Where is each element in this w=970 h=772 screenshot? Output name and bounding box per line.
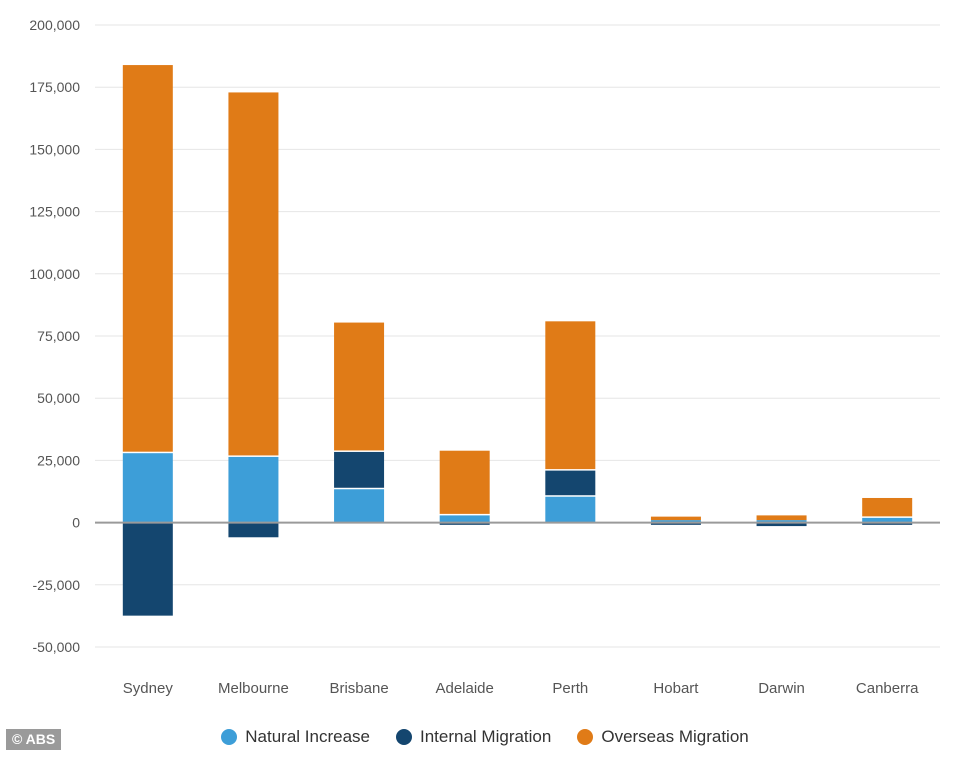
bar-natural-increase-perth[interactable] xyxy=(545,496,596,523)
bar-internal-migration-melbourne[interactable] xyxy=(228,522,279,538)
legend-item-overseas-migration[interactable]: Overseas Migration xyxy=(577,727,749,747)
y-tick-label: 200,000 xyxy=(29,17,80,33)
source-credit: © ABS xyxy=(6,729,62,750)
y-tick-label: 50,000 xyxy=(37,390,80,406)
bar-natural-increase-canberra[interactable] xyxy=(862,517,913,523)
bar-internal-migration-perth[interactable] xyxy=(545,470,596,496)
y-tick-label: 0 xyxy=(72,515,80,531)
bar-natural-increase-adelaide[interactable] xyxy=(439,515,490,523)
bar-internal-migration-canberra[interactable] xyxy=(862,522,913,525)
legend-swatch-natural-increase xyxy=(221,729,238,745)
bar-internal-migration-adelaide[interactable] xyxy=(439,522,490,525)
bar-overseas-migration-melbourne[interactable] xyxy=(228,92,279,456)
y-tick-label: 175,000 xyxy=(29,79,80,95)
bar-overseas-migration-brisbane[interactable] xyxy=(334,322,385,451)
bar-overseas-migration-darwin[interactable] xyxy=(756,515,807,521)
chart-legend: Natural Increase Internal Migration Over… xyxy=(0,727,970,747)
legend-swatch-internal-migration xyxy=(396,729,412,745)
legend-item-internal-migration[interactable]: Internal Migration xyxy=(396,727,551,747)
legend-swatch-overseas-migration xyxy=(577,729,594,745)
y-tick-label: 125,000 xyxy=(29,204,80,220)
x-tick-label: Canberra xyxy=(856,680,919,697)
x-tick-label: Sydney xyxy=(123,680,174,697)
bar-overseas-migration-perth[interactable] xyxy=(545,321,596,470)
x-tick-label: Brisbane xyxy=(329,680,388,697)
bar-natural-increase-sydney[interactable] xyxy=(122,453,173,523)
legend-label-overseas-migration: Overseas Migration xyxy=(601,727,749,746)
bar-overseas-migration-canberra[interactable] xyxy=(862,497,913,517)
legend-label-internal-migration: Internal Migration xyxy=(420,727,552,746)
stacked-bar-chart: -50,000 -25,000 0 25,000 50,000 75,000 100,000… xyxy=(29,17,940,697)
x-tick-label: Perth xyxy=(552,680,588,697)
bar-overseas-migration-sydney[interactable] xyxy=(122,65,173,452)
bar-natural-increase-darwin[interactable] xyxy=(756,520,807,523)
y-tick-label: 150,000 xyxy=(29,141,80,157)
x-tick-label: Hobart xyxy=(653,680,699,697)
bar-internal-migration-sydney[interactable] xyxy=(122,522,173,616)
bar-internal-migration-brisbane[interactable] xyxy=(334,451,385,488)
y-tick-label: 75,000 xyxy=(37,328,80,344)
bar-natural-increase-melbourne[interactable] xyxy=(228,456,279,523)
bar-natural-increase-brisbane[interactable] xyxy=(334,489,385,523)
x-tick-label: Darwin xyxy=(758,680,805,697)
x-tick-label: Melbourne xyxy=(218,680,289,697)
x-tick-label: Adelaide xyxy=(435,680,493,697)
legend-item-natural-increase[interactable]: Natural Increase xyxy=(221,727,370,747)
legend-label-natural-increase: Natural Increase xyxy=(245,727,370,746)
bar-internal-migration-darwin[interactable] xyxy=(756,522,807,527)
bar-natural-increase-hobart[interactable] xyxy=(650,520,701,523)
bar-internal-migration-hobart[interactable] xyxy=(650,522,701,525)
y-tick-label: 25,000 xyxy=(37,452,80,468)
y-tick-label: -50,000 xyxy=(33,639,81,655)
bar-overseas-migration-adelaide[interactable] xyxy=(439,450,490,514)
y-tick-label: 100,000 xyxy=(29,266,80,282)
bar-overseas-migration-hobart[interactable] xyxy=(650,516,701,521)
y-tick-label: -25,000 xyxy=(33,577,81,593)
